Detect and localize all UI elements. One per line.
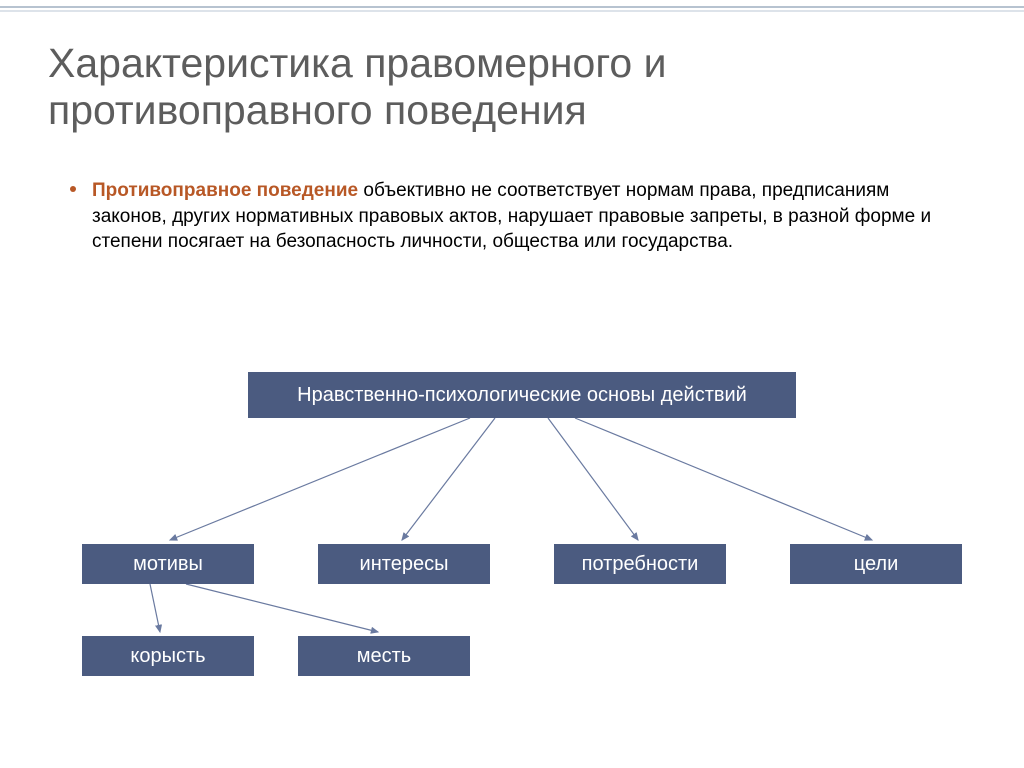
arrow-motives-to-revenge [186,584,378,632]
arrow-root-to-goals [575,418,872,540]
term-highlight: Противоправное поведение [92,180,358,201]
slide-title: Характеристика правомерного и противопра… [48,40,976,134]
diagram-box-revenge: месть [298,636,470,676]
diagram-box-motives: мотивы [82,544,254,584]
arrow-root-to-needs [548,418,638,540]
body-bullet: Противоправное поведение объективно не с… [92,178,954,255]
arrow-root-to-interests [402,418,495,540]
arrow-motives-to-greed [150,584,160,632]
arrow-root-to-motives [170,418,470,540]
diagram-box-needs: потребности [554,544,726,584]
diagram-box-root: Нравственно-психологические основы дейст… [248,372,796,418]
diagram-box-interests: интересы [318,544,490,584]
body-text: Противоправное поведение объективно не с… [92,178,954,255]
bullet-marker-icon [70,186,76,192]
top-accent [0,6,1024,12]
diagram-box-goals: цели [790,544,962,584]
diagram-box-greed: корысть [82,636,254,676]
slide: Характеристика правомерного и противопра… [0,0,1024,768]
